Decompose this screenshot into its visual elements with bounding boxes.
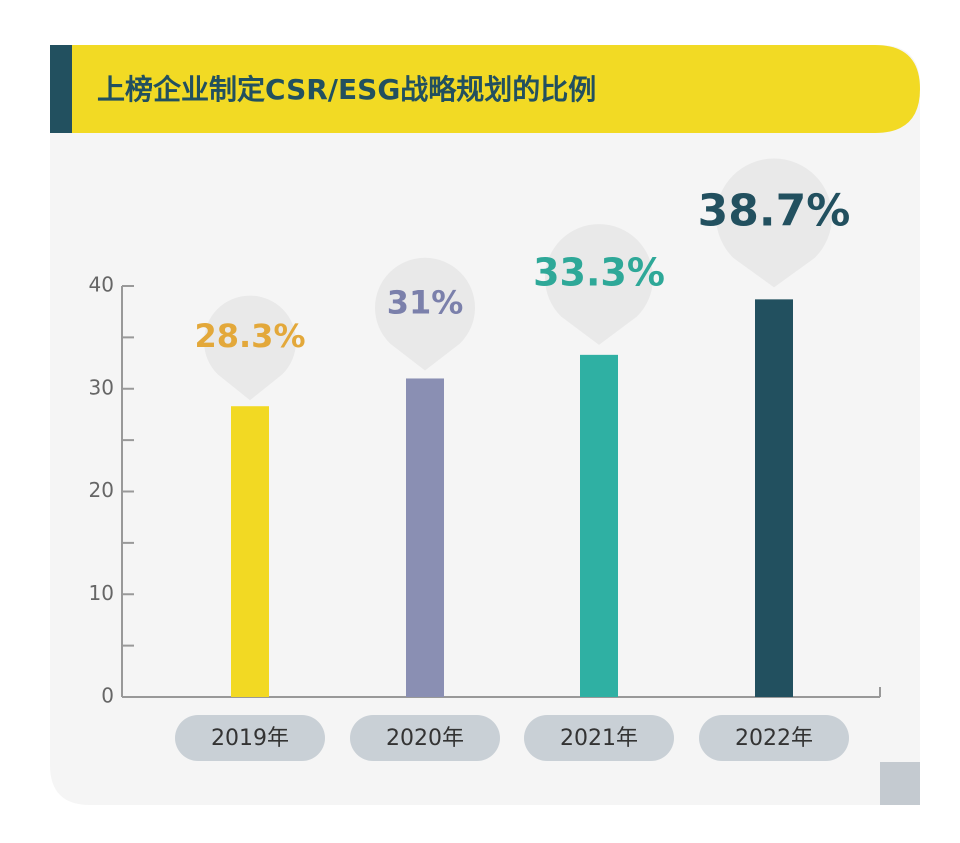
category-pill <box>350 715 500 761</box>
category-pill <box>175 715 325 761</box>
bar <box>580 354 618 697</box>
bar <box>231 406 269 697</box>
x-tick-label: 2020年 <box>386 726 464 751</box>
category-pill <box>699 715 849 761</box>
category-pill <box>524 715 674 761</box>
value-label: 28.3% <box>194 317 305 355</box>
value-label: 38.7% <box>698 185 851 236</box>
bar <box>755 299 793 697</box>
value-label: 33.3% <box>533 250 665 294</box>
x-tick-label: 2019年 <box>211 726 289 751</box>
y-tick-label: 30 <box>89 375 114 399</box>
header-stripe <box>50 45 72 133</box>
label-bubble <box>716 158 832 288</box>
x-tick-label: 2021年 <box>560 726 638 751</box>
label-bubble <box>204 295 297 401</box>
corner-block <box>880 762 920 805</box>
x-tick-label: 2022年 <box>735 726 813 751</box>
bar <box>406 378 444 697</box>
label-bubble <box>545 224 653 345</box>
value-label: 31% <box>387 283 464 321</box>
header-band <box>50 45 920 133</box>
y-tick-label: 40 <box>89 273 114 297</box>
y-tick-label: 20 <box>89 478 114 502</box>
label-bubble <box>375 257 475 371</box>
y-tick-label: 0 <box>101 684 114 708</box>
y-tick-label: 10 <box>89 581 114 605</box>
chart-title: 上榜企业制定CSR/ESG战略规划的比例 <box>97 73 596 106</box>
